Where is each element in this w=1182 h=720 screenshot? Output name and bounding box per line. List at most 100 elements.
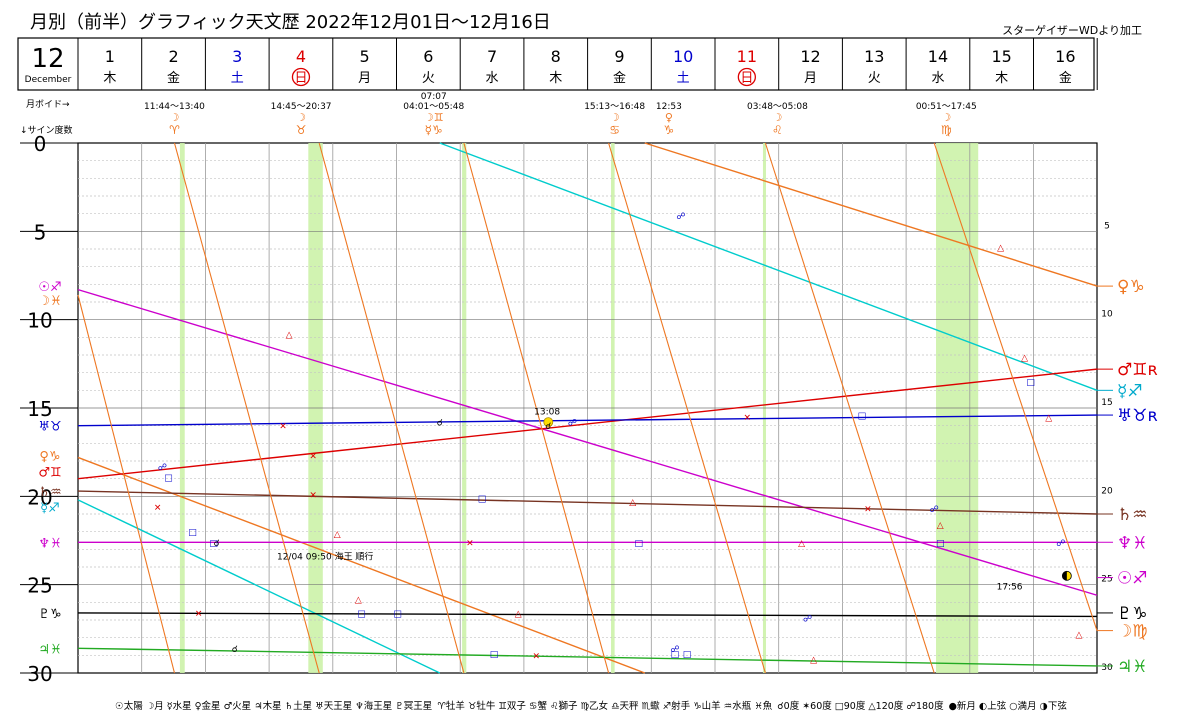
- aspect-marker: ☍: [1056, 539, 1065, 549]
- aspect-marker: □: [209, 539, 218, 549]
- aspect-symbol: △: [810, 655, 817, 665]
- void-sign-glyph: ♑: [664, 123, 675, 137]
- left-planet-label: ♃♓: [38, 642, 61, 657]
- aspect-marker: △: [1075, 631, 1082, 641]
- series-line: [77, 414, 1098, 427]
- day-weekday: 月: [358, 71, 371, 86]
- day-weekday: 木: [103, 71, 116, 86]
- aspect-marker: △: [286, 330, 293, 340]
- series-line: [933, 142, 1098, 631]
- legend-aspects: ☌0度 ✶60度 □90度 △120度 ☍180度: [777, 701, 944, 712]
- void-time: 03:48～05:08: [747, 102, 808, 112]
- aspect-symbol: △: [937, 521, 944, 531]
- aspect-symbol: △: [1045, 413, 1052, 423]
- aspect-marker: ☌: [545, 422, 551, 432]
- series-line: [644, 142, 1098, 287]
- aspect-symbol: ☍: [158, 463, 167, 473]
- aspect-symbol: ☌: [232, 645, 238, 655]
- day-number: 15: [991, 47, 1011, 66]
- y-tick-label: 20: [27, 485, 52, 509]
- aspect-marker: △: [355, 595, 362, 605]
- day-number: 11: [737, 47, 757, 66]
- aspect-marker: □: [858, 412, 867, 422]
- aspect-marker: □: [357, 609, 366, 619]
- aspect-marker: ✕: [309, 491, 317, 501]
- aspect-marker: □: [936, 539, 945, 549]
- aspect-marker: ✕: [154, 503, 162, 513]
- aspect-symbol: △: [1075, 631, 1082, 641]
- series-line: [173, 142, 320, 674]
- aspect-marker: ✕: [309, 452, 317, 462]
- right-planet-label: ♂♊ʀ: [1117, 360, 1158, 380]
- aspect-symbol: □: [634, 539, 643, 549]
- aspect-marker: ☍: [158, 463, 167, 473]
- left-planet-label: ♂♊: [38, 466, 61, 481]
- right-tick-label: 20: [1101, 486, 1113, 496]
- void-moon-glyph: ☽♊: [424, 111, 444, 124]
- aspect-symbol: ✕: [864, 505, 872, 515]
- aspect-symbol: ☍: [930, 505, 939, 515]
- series-line: [764, 142, 935, 674]
- day-weekday: 火: [868, 71, 881, 86]
- void-time: 12:53: [656, 102, 682, 112]
- aspect-marker: △: [629, 498, 636, 508]
- day-number: 5: [360, 47, 370, 66]
- aspect-symbol: □: [1026, 378, 1035, 388]
- y-tick-label: 10: [27, 309, 52, 333]
- day-weekday: 日: [740, 71, 753, 86]
- void-moon-glyph: ☽: [941, 111, 951, 124]
- aspect-symbol: □: [671, 650, 680, 660]
- day-weekday: 金: [167, 70, 180, 86]
- left-planet-label: ☉♐: [38, 280, 61, 295]
- right-planet-label: ♀♑: [1117, 277, 1145, 297]
- aspect-marker: □: [478, 495, 487, 505]
- void-moon-glyph: ☽: [610, 111, 620, 124]
- aspect-symbol: □: [393, 609, 402, 619]
- day-number: 10: [673, 47, 693, 66]
- y-tick-label: 30: [27, 662, 52, 686]
- day-number: 7: [487, 47, 497, 66]
- right-planet-label: ☉♐: [1117, 569, 1147, 589]
- day-weekday: 日: [294, 71, 307, 86]
- y-tick-label: 5: [34, 220, 47, 244]
- series-line: [608, 142, 766, 674]
- series-line: [77, 294, 176, 674]
- aspect-marker: ✕: [466, 539, 474, 549]
- series-line: [77, 368, 1098, 480]
- void-time: 04:01～05:48: [403, 102, 464, 112]
- month-name: December: [25, 75, 72, 85]
- aspect-marker: □: [188, 528, 197, 538]
- day-number: 16: [1055, 47, 1075, 66]
- day-number: 3: [232, 47, 242, 66]
- day-weekday: 火: [422, 71, 435, 86]
- sign-row-label: ↓サイン度数: [20, 124, 73, 136]
- aspect-marker: △: [997, 244, 1004, 254]
- aspect-marker: ✕: [864, 505, 872, 515]
- day-weekday: 金: [1059, 70, 1072, 86]
- aspect-symbol: △: [798, 539, 805, 549]
- aspect-marker: ☍: [930, 505, 939, 515]
- day-weekday: 土: [231, 71, 244, 86]
- void-moon-glyph: ♀: [665, 111, 673, 124]
- aspect-symbol: △: [629, 498, 636, 508]
- void-moon-glyph: ☽: [296, 111, 306, 124]
- void-time: 15:13～16:48: [584, 102, 645, 112]
- aspect-symbol: ☌: [214, 539, 220, 549]
- chart-annotation: 13:08: [534, 408, 560, 418]
- aspect-symbol: □: [188, 528, 197, 538]
- void-sign-glyph: ♍: [941, 123, 952, 137]
- day-number: 9: [614, 47, 624, 66]
- day-number: 6: [423, 47, 433, 66]
- right-planet-label: ♇♑: [1117, 604, 1147, 624]
- aspect-symbol: △: [355, 595, 362, 605]
- right-planet-label: ☽♍: [1117, 622, 1147, 642]
- aspect-marker: □: [490, 650, 499, 660]
- day-number: 2: [168, 47, 178, 66]
- series-line: [77, 490, 1098, 515]
- aspect-symbol: ☍: [803, 615, 812, 625]
- void-extra-time: 07:07: [421, 92, 447, 102]
- series-line: [463, 142, 610, 674]
- aspect-symbol: □: [164, 473, 173, 483]
- aspect-symbol: ☍: [676, 212, 685, 222]
